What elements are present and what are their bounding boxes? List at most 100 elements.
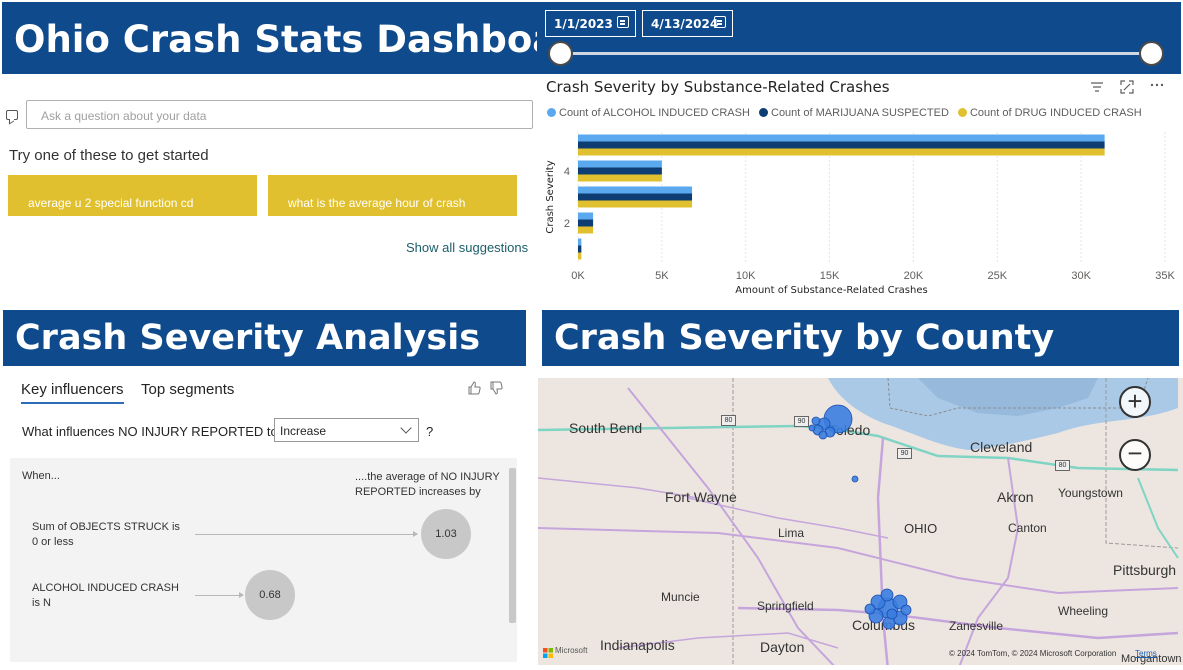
more-options-icon[interactable] (1149, 78, 1165, 94)
microsoft-logo-icon (543, 645, 553, 658)
city-label: Cleveland (970, 439, 1033, 455)
x-tick-label: 5K (655, 270, 669, 282)
when-label: When... (22, 470, 60, 482)
qa-prompt-text: Try one of these to get started (9, 147, 209, 164)
date-range-slider-track[interactable] (560, 52, 1152, 55)
thumbs-up-icon[interactable] (467, 381, 481, 395)
suggestion-button-2[interactable]: what is the average hour of crash (268, 175, 517, 216)
city-label: Youngstown (1058, 486, 1123, 500)
chart-title: Crash Severity by Substance-Related Cras… (546, 78, 890, 96)
influencer-question: What influences NO INJURY REPORTED to (22, 424, 278, 439)
zoom-out-button[interactable]: − (1119, 439, 1151, 471)
x-tick-label: 25K (987, 270, 1007, 282)
bar-1-2[interactable] (578, 252, 582, 260)
x-tick-label: 20K (904, 270, 924, 282)
date-slider-start-handle[interactable] (548, 41, 573, 66)
bar-3-2[interactable] (578, 200, 693, 208)
increase-dropdown-value: Increase (280, 424, 327, 438)
bar-1-0[interactable] (578, 238, 582, 246)
x-tick-label: 0K (571, 270, 585, 282)
panel-scrollbar[interactable] (509, 468, 516, 623)
key-influencers-panel (10, 458, 517, 662)
county-bubble[interactable] (811, 416, 821, 426)
date-slider-end-handle[interactable] (1139, 41, 1164, 66)
bar-2-1[interactable] (578, 219, 594, 227)
calendar-icon[interactable] (617, 16, 629, 28)
bar-4-1[interactable] (578, 167, 662, 175)
zoom-in-button[interactable]: + (1119, 386, 1151, 418)
city-label: Muncie (661, 590, 700, 604)
analysis-section-title: Crash Severity Analysis (3, 310, 526, 366)
interstate-shield: 90 (897, 448, 912, 459)
bar-2-0[interactable] (578, 212, 594, 220)
county-bubble[interactable] (851, 475, 859, 483)
tab-top-segments[interactable]: Top segments (141, 381, 235, 398)
influencer-connector (195, 531, 418, 537)
bar-3-0[interactable] (578, 186, 693, 194)
city-label: Wheeling (1058, 604, 1109, 618)
date-slicer-panel: 1/1/2023 4/13/2024 (537, 2, 1181, 74)
increase-dropdown[interactable]: Increase (274, 418, 419, 442)
influencer-factor-label[interactable]: Sum of OBJECTS STRUCK is 0 or less (32, 521, 180, 548)
interstate-shield: 80 (1055, 460, 1070, 471)
city-label: Morgantown (1121, 653, 1182, 665)
county-bubble[interactable] (808, 424, 816, 432)
bar-4-2[interactable] (578, 174, 662, 182)
end-date-input[interactable]: 4/13/2024 (642, 10, 733, 37)
bar-5-0[interactable] (578, 134, 1105, 142)
interstate-shield: 80 (721, 415, 736, 426)
county-bubble[interactable] (900, 604, 912, 616)
y-tick-label: 4 (564, 166, 570, 178)
map-terms-link[interactable]: Terms (1135, 649, 1157, 658)
filter-icon[interactable] (1089, 80, 1105, 96)
city-label: Dayton (760, 639, 805, 655)
bar-5-2[interactable] (578, 148, 1105, 156)
county-section-title: Crash Severity by County (542, 310, 1179, 366)
bar-4-0[interactable] (578, 160, 662, 168)
bar-3-1[interactable] (578, 193, 693, 201)
influencer-connector (195, 592, 244, 598)
y-tick-label: 2 (564, 218, 570, 230)
influencer-factor-label[interactable]: ALCOHOL INDUCED CRASH is N (32, 582, 179, 609)
city-label: Springfield (757, 599, 814, 613)
suggestion-button-1[interactable]: average u 2 special function cd (8, 175, 257, 216)
focus-mode-icon[interactable] (1119, 80, 1135, 96)
legend-label-drug: Count of DRUG INDUCED CRASH (969, 107, 1142, 119)
bar-2-2[interactable] (578, 226, 594, 234)
city-label: Pittsburgh (1113, 562, 1177, 578)
county-bubble[interactable] (880, 588, 894, 602)
thumbs-down-icon[interactable] (489, 381, 503, 395)
x-tick-label: 35K (1155, 270, 1175, 282)
crash-bubbles-layer[interactable] (538, 378, 1183, 665)
county-bubble[interactable] (886, 608, 898, 620)
x-tick-label: 10K (736, 270, 756, 282)
influencer-value-bubble[interactable]: 1.03 (421, 509, 471, 559)
bar-5-1[interactable] (578, 141, 1105, 149)
chart-legend: Count of ALCOHOL INDUCED CRASH Count of … (546, 107, 1142, 119)
qa-question-input[interactable]: Ask a question about your data (26, 100, 533, 129)
county-map[interactable]: 80 90 90 80 South Bend Toledo Cleveland … (538, 378, 1183, 665)
start-date-value: 1/1/2023 (554, 17, 613, 31)
influencer-value-bubble[interactable]: 0.68 (245, 570, 295, 620)
tab-key-influencers[interactable]: Key influencers (21, 381, 124, 404)
city-label: Lima (778, 526, 805, 540)
city-label: Akron (997, 489, 1034, 505)
start-date-input[interactable]: 1/1/2023 (545, 10, 636, 37)
city-label: South Bend (569, 420, 643, 436)
city-label: Indianapolis (600, 637, 675, 653)
x-tick-label: 15K (820, 270, 840, 282)
legend-dot-drug (957, 108, 967, 117)
show-all-suggestions-link[interactable]: Show all suggestions (406, 240, 529, 255)
county-bubble[interactable] (818, 430, 828, 440)
help-question-mark[interactable]: ? (426, 424, 434, 439)
bar-1-1[interactable] (578, 245, 582, 253)
average-increase-label: ....the average of NO INJURY REPORTED in… (355, 471, 500, 498)
legend-dot-alcohol (547, 108, 556, 117)
city-label: Zanesville (949, 619, 1004, 633)
county-bubble[interactable] (864, 603, 876, 615)
calendar-icon[interactable] (714, 16, 726, 28)
dashboard-title: Ohio Crash Stats Dashboard (2, 2, 602, 74)
y-axis-title: Crash Severity (545, 160, 556, 233)
legend-label-alcohol: Count of ALCOHOL INDUCED CRASH (559, 107, 750, 119)
city-label: Fort Wayne (665, 489, 737, 505)
